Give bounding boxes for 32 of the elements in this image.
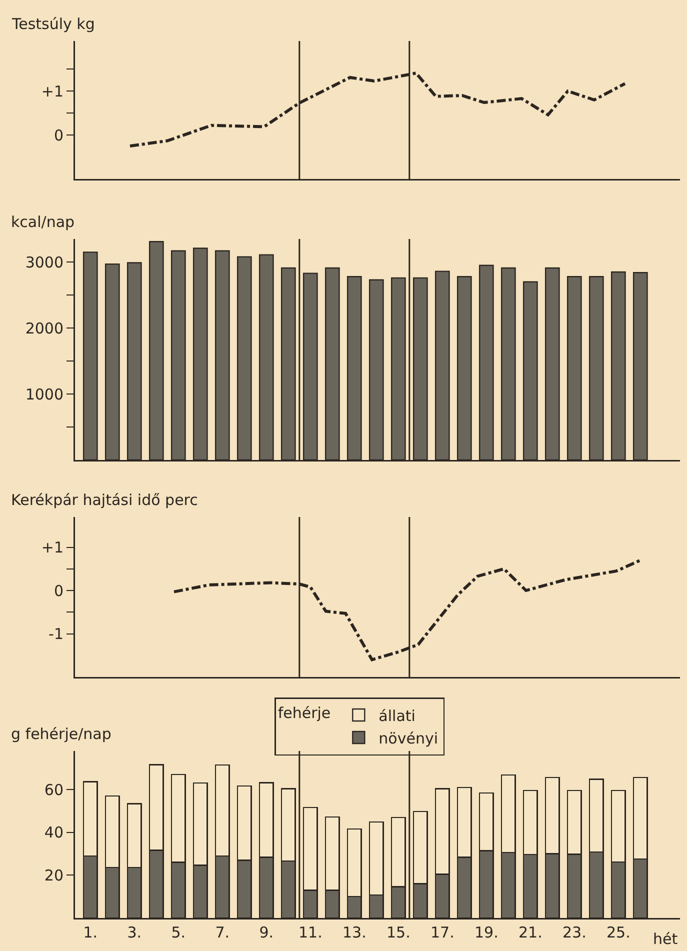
x-tick-label: 23. (562, 924, 586, 942)
y-tick-label: 2000 (25, 319, 64, 338)
y-tick-label: +1 (41, 82, 64, 100)
y-axis-title: g fehérje/nap (11, 725, 112, 743)
y-axis-title: Testsúly kg (11, 15, 95, 33)
x-tick-label: 25. (606, 924, 630, 942)
x-tick-label: 21. (518, 924, 542, 942)
y-tick-label: 40 (44, 824, 64, 842)
y-tick-label: +1 (41, 538, 64, 557)
x-axis-title: hét (653, 930, 678, 948)
y-axis-title: Kerékpár hajtási idő perc (11, 491, 198, 509)
y-axis-title: kcal/nap (11, 213, 75, 231)
x-tick-label: 19. (474, 924, 498, 942)
x-tick-label: 15. (386, 924, 410, 942)
y-tick-label: 60 (44, 780, 64, 799)
y-tick-label: 0 (54, 582, 64, 600)
y-tick-label: 20 (44, 866, 64, 884)
y-tick-label: 1000 (25, 385, 64, 404)
legend-label: növényi (378, 729, 438, 748)
legend-label: állati (378, 706, 416, 725)
y-tick-label: 3000 (25, 253, 64, 272)
x-tick-label: 13. (342, 924, 366, 942)
x-tick-label: 9. (259, 924, 274, 942)
x-tick-label: 5. (171, 924, 186, 942)
x-tick-label: 1. (83, 924, 98, 942)
y-tick-label: -1 (48, 625, 64, 644)
x-tick-label: 11. (298, 924, 322, 942)
y-tick-label: 0 (54, 126, 64, 144)
x-tick-label: 3. (127, 924, 142, 942)
x-tick-label: 17. (430, 924, 454, 942)
legend-title: fehérje (278, 704, 331, 722)
x-tick-label: 7. (215, 924, 230, 942)
